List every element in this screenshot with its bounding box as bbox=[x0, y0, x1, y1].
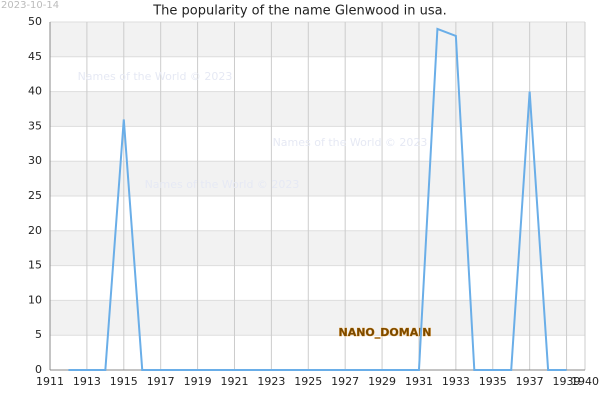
y-tick-label: 45 bbox=[28, 50, 42, 63]
x-tick-label: 1915 bbox=[110, 375, 138, 388]
x-tick-label: 1939 bbox=[553, 375, 581, 388]
y-tick-label: 10 bbox=[28, 293, 42, 306]
grid-band bbox=[50, 91, 585, 127]
x-tick-label: 1921 bbox=[220, 375, 248, 388]
x-tick-label: 1923 bbox=[257, 375, 285, 388]
y-tick-label: 5 bbox=[35, 328, 42, 341]
x-tick-label: 1917 bbox=[147, 375, 175, 388]
watermark: Names of the World © 2023 bbox=[78, 70, 233, 83]
x-tick-label: 1913 bbox=[73, 375, 101, 388]
badge: NANO_DOMAIN bbox=[338, 326, 431, 339]
watermark: Names of the World © 2023 bbox=[273, 136, 428, 149]
x-tick-label: 1940 bbox=[571, 375, 599, 388]
x-tick-label: 1933 bbox=[442, 375, 470, 388]
x-tick-label: 1931 bbox=[405, 375, 433, 388]
x-tick-label: 1935 bbox=[479, 375, 507, 388]
date-stamp: 2023-10-14 bbox=[1, 0, 59, 11]
y-tick-label: 0 bbox=[35, 363, 42, 376]
grid-band bbox=[50, 300, 585, 336]
grid-band bbox=[50, 161, 585, 196]
x-tick-label: 1911 bbox=[36, 375, 64, 388]
grid-band bbox=[50, 22, 585, 57]
y-tick-label: 50 bbox=[28, 15, 42, 28]
grid-band bbox=[50, 230, 585, 266]
y-tick-label: 30 bbox=[28, 154, 42, 167]
y-tick-label: 35 bbox=[28, 119, 42, 132]
y-tick-label: 25 bbox=[28, 189, 42, 202]
chart-title: The popularity of the name Glenwood in u… bbox=[152, 4, 447, 19]
y-tick-label: 20 bbox=[28, 224, 42, 237]
x-tick-label: 1929 bbox=[368, 375, 396, 388]
data-line bbox=[68, 27, 567, 371]
x-tick-label: 1937 bbox=[516, 375, 544, 388]
y-tick-label: 15 bbox=[28, 259, 42, 272]
y-tick-label: 40 bbox=[28, 85, 42, 98]
x-tick-label: 1927 bbox=[331, 375, 359, 388]
x-tick-label: 1925 bbox=[294, 375, 322, 388]
watermark: Names of the World © 2023 bbox=[145, 178, 300, 191]
x-tick-label: 1919 bbox=[184, 375, 212, 388]
